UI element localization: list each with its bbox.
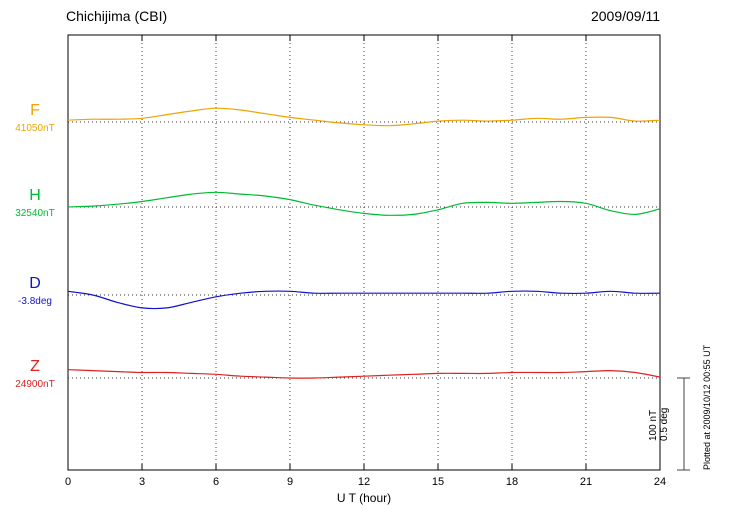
channel-H-baseline-value: 32540nT	[15, 208, 55, 219]
plot-date: 2009/09/11	[590, 8, 660, 24]
channel-H: H 32540nT	[4, 186, 66, 219]
channel-Z-label: Z	[30, 358, 40, 375]
x-tick-label: 18	[505, 476, 519, 488]
channel-D-label: D	[29, 275, 41, 292]
x-axis-label: U T (hour)	[336, 491, 392, 505]
station-title: Chichijima (CBI)	[66, 8, 168, 24]
x-tick-label: 0	[64, 476, 72, 488]
plot-frame	[67, 34, 661, 471]
x-tick-label: 3	[138, 476, 146, 488]
channel-F: F 41050nT	[4, 101, 66, 134]
trace-D	[67, 290, 661, 310]
x-tick-label: 15	[431, 476, 445, 488]
channel-D: D -3.8deg	[4, 274, 66, 307]
trace-H	[67, 191, 661, 216]
channel-Z: Z 24900nT	[4, 357, 66, 390]
trace-Z	[67, 369, 661, 379]
x-tick-label: 12	[357, 476, 371, 488]
x-tick-label: 24	[653, 476, 667, 488]
channel-Z-baseline-value: 24900nT	[15, 379, 55, 390]
x-tick-label: 6	[212, 476, 220, 488]
scalebar-deg-label: 0.5 deg	[659, 407, 670, 441]
channel-H-label: H	[29, 187, 41, 204]
channel-D-baseline-value: -3.8deg	[18, 296, 52, 307]
plotted-at-note: Plotted at 2009/10/12 00:55 UT	[702, 344, 712, 470]
x-tick-label: 21	[579, 476, 593, 488]
x-tick-label: 9	[286, 476, 294, 488]
channel-F-label: F	[30, 102, 40, 119]
trace-F	[67, 107, 661, 127]
channel-F-baseline-value: 41050nT	[15, 123, 55, 134]
